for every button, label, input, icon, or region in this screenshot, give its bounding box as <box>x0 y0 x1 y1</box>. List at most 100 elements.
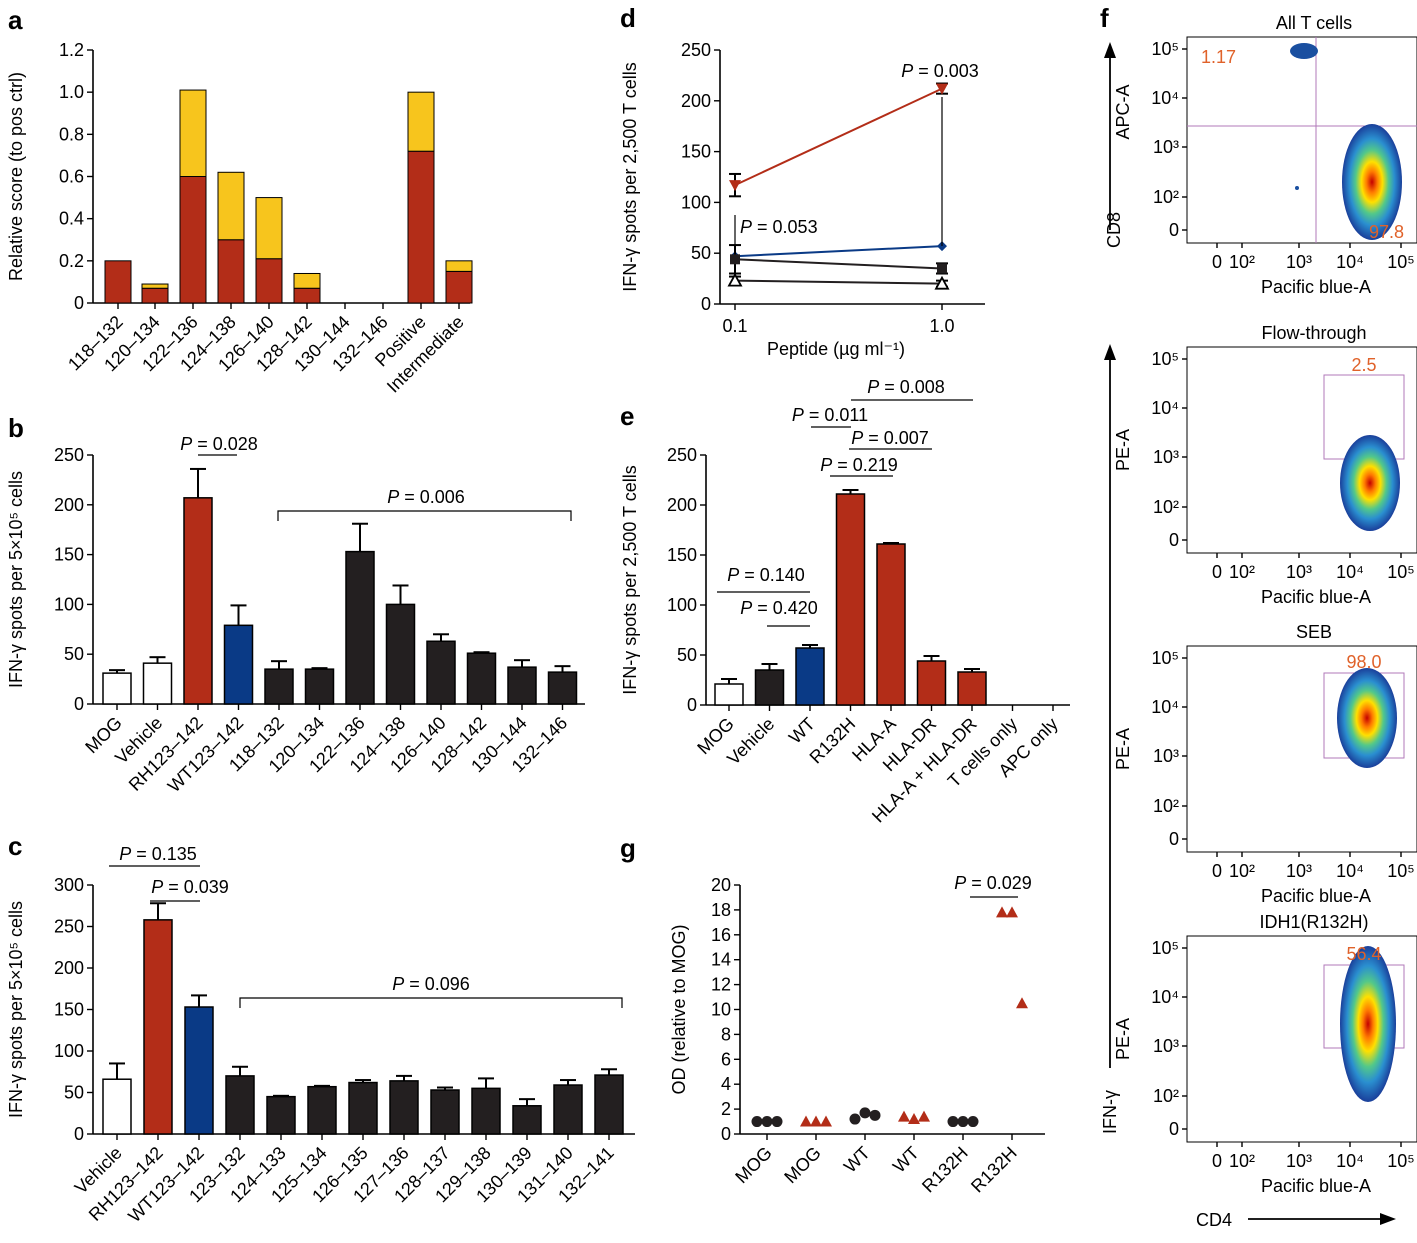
x-tick-label: R132H <box>967 1143 1021 1197</box>
p-value: = 0.007 <box>863 428 929 448</box>
marker-square <box>730 254 740 265</box>
bar-segment-yellow <box>293 272 321 289</box>
y-tick-label: 0 <box>74 293 84 313</box>
y-tick-label: 20 <box>711 875 731 895</box>
flow-y-tick-label: 0 <box>1169 530 1179 550</box>
significance-bracket <box>239 997 623 1008</box>
flow-y-tick-label: 10⁴ <box>1151 697 1179 717</box>
p-value-label: P = 0.011 <box>792 405 868 425</box>
panel-label-c: c <box>8 831 22 861</box>
cd8-population <box>1290 43 1318 59</box>
p-italic: P <box>151 877 163 897</box>
bar <box>754 669 785 706</box>
p-value: = 0.219 <box>832 455 898 475</box>
p-italic: P <box>867 377 879 397</box>
point-triangle <box>996 906 1008 918</box>
x-tick-label: MOG <box>731 1143 776 1188</box>
bar <box>426 640 456 705</box>
bar <box>102 672 132 705</box>
flow-x-tick-label: 10² <box>1229 562 1255 582</box>
y-tick-label: 2 <box>721 1099 731 1119</box>
p-value-label: P = 0.029 <box>954 873 1032 893</box>
p-italic: P <box>180 434 192 454</box>
flow-x-tick-label: 10⁵ <box>1387 562 1414 582</box>
bar <box>223 624 254 705</box>
flow-y-tick-label: 0 <box>1169 220 1179 240</box>
flow-y-tick-label: 10² <box>1153 796 1179 816</box>
panel-c-chart: 0 50 100 150 200 250 300 IFN-γ spots per 5×10⁵ … <box>6 844 635 1226</box>
bar <box>916 660 947 706</box>
p-value-label: P = 0.006 <box>387 487 465 507</box>
y-tick-label: 0.2 <box>59 251 84 271</box>
y-tick-label: 150 <box>54 545 84 565</box>
y-tick-label: 200 <box>667 495 697 515</box>
flow-x-tick-label: 10⁵ <box>1387 861 1414 881</box>
panel-label-g: g <box>620 833 636 863</box>
cd8-label: CD8 <box>1104 212 1124 248</box>
panel-e-chart: 0 50 100 150 200 250 IFN-γ spots per 2,500 T c… <box>620 377 1070 827</box>
point-triangle <box>1016 997 1028 1009</box>
x-tick-label: 1.0 <box>929 316 954 336</box>
flow-y-tick-label: 10² <box>1153 187 1179 207</box>
bar <box>264 668 294 705</box>
flow-y-tick-label: 10³ <box>1153 746 1179 766</box>
flow-x-axis-label: Pacific blue-A <box>1261 1176 1371 1196</box>
bar <box>183 497 213 705</box>
y-tick-label: 100 <box>54 594 84 614</box>
flow-x-axis-label: Pacific blue-A <box>1261 277 1371 297</box>
p-value-label: P = 0.096 <box>392 974 470 994</box>
y-tick-label: 6 <box>721 1049 731 1069</box>
y-tick-label: 300 <box>54 875 84 895</box>
point-circle <box>859 1107 871 1119</box>
y-tick-label: 8 <box>721 1024 731 1044</box>
x-axis-label: Peptide (µg ml⁻¹) <box>767 339 905 359</box>
bar <box>266 1095 296 1135</box>
flow-y-axis-label: PE-A <box>1113 429 1133 471</box>
p-value-label: P = 0.028 <box>180 434 258 454</box>
bar <box>143 919 173 1135</box>
y-tick-label: 50 <box>64 644 84 664</box>
y-tick-label: 16 <box>711 925 731 945</box>
flow-y-tick-label: 10³ <box>1153 1036 1179 1056</box>
y-tick-label: 18 <box>711 900 731 920</box>
y-tick-label: 100 <box>681 192 711 212</box>
point-circle <box>761 1116 773 1128</box>
y-tick-label: 250 <box>54 445 84 465</box>
x-tick-label: R132H <box>918 1143 972 1197</box>
y-axis-label: IFN-γ spots per 2,500 T cells <box>620 465 640 694</box>
bar <box>795 647 825 706</box>
point-circle <box>771 1116 783 1128</box>
flow-y-tick-label: 10⁵ <box>1152 39 1179 59</box>
flow-plot-3: SEB 10⁵ 10⁴ 10³ 10² 0 0 10² 10³ 10⁴ 10⁵ Pacific blu… <box>1113 622 1417 906</box>
p-value: = 0.011 <box>804 405 868 425</box>
point-circle <box>849 1113 861 1125</box>
p-value: = 0.029 <box>966 873 1032 893</box>
bar <box>345 550 375 705</box>
p-value-label: P = 0.003 <box>901 61 979 81</box>
x-tick-label: 0.1 <box>722 316 747 336</box>
series-line-R132H <box>734 87 943 187</box>
y-axis-label: IFN-γ spots per 5×10⁵ cells <box>6 901 26 1118</box>
flow-y-tick-label: 10⁴ <box>1151 88 1179 108</box>
flow-x-tick-label: 10⁴ <box>1336 252 1364 272</box>
point-circle <box>947 1116 959 1128</box>
flow-y-axis-label: PE-A <box>1113 728 1133 770</box>
flow-y-tick-label: 10⁵ <box>1152 349 1179 369</box>
marker-diamond <box>937 241 947 252</box>
flow-x-tick-label: 10² <box>1229 861 1255 881</box>
p-italic: P <box>392 974 404 994</box>
cd4-arrow-head <box>1380 1213 1396 1225</box>
y-tick-label: 12 <box>711 975 731 995</box>
bar <box>507 666 537 705</box>
p-value: = 0.053 <box>752 217 818 237</box>
bar-segment-red <box>407 150 435 304</box>
flow-x-tick-label: 10⁴ <box>1336 861 1364 881</box>
y-tick-label: 150 <box>681 142 711 162</box>
y-tick-label: 150 <box>54 1000 84 1020</box>
p-italic: P <box>387 487 399 507</box>
bar <box>835 493 866 706</box>
bar <box>307 1085 337 1135</box>
bar-segment-yellow <box>255 197 283 260</box>
bar-segment-yellow <box>445 260 473 272</box>
